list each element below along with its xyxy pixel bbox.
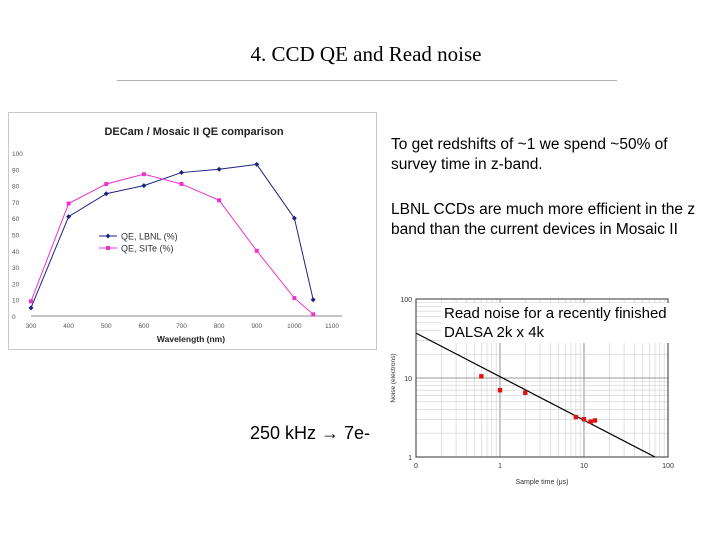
- noise-y-tick-label: 10: [404, 376, 412, 383]
- qe-x-tick-label: 600: [138, 323, 149, 330]
- noise-y-axis-label: Noise (electrons): [390, 353, 397, 402]
- qe-data-point: [254, 161, 260, 167]
- noise-data-point: [573, 414, 579, 420]
- qe-data-point: [217, 198, 222, 203]
- qe-x-tick-label: 700: [176, 323, 187, 330]
- noise-data-point: [581, 417, 587, 422]
- qe-x-tick-label: 500: [101, 323, 112, 330]
- legend-marker: [105, 233, 111, 239]
- qe-data-point: [254, 248, 259, 253]
- lbnl-efficiency-text: LBNL CCDs are much more efficient in the…: [391, 201, 696, 238]
- noise-y-tick-label: 100: [400, 297, 412, 304]
- qe-y-tick-label: 30: [12, 265, 20, 272]
- qe-data-point: [141, 172, 146, 177]
- qe-y-tick-label: 60: [12, 216, 20, 223]
- qe-data-point: [29, 299, 33, 304]
- qe-y-tick-label: 70: [12, 200, 20, 207]
- noise-data-point: [588, 419, 593, 424]
- qe-data-point: [141, 183, 147, 189]
- noise-data-point: [592, 418, 598, 423]
- noise-x-tick-label: 100: [662, 463, 674, 470]
- qe-chart: DECam / Mosaic II QE comparison 0 10 20 30 40…: [8, 112, 377, 350]
- redshift-text: To get redshifts of ~1 we spend ~50% of …: [391, 136, 668, 173]
- qe-chart-title: DECam / Mosaic II QE comparison: [104, 126, 283, 138]
- qe-chart-canvas: DECam / Mosaic II QE comparison 0 10 20 30 40…: [12, 126, 342, 344]
- qe-x-tick-label: 1000: [287, 323, 302, 330]
- qe-x-tick-label: 900: [251, 323, 262, 330]
- qe-data-point: [104, 181, 109, 186]
- qe-data-point: [216, 166, 222, 172]
- qe-x-tick-label: 300: [26, 323, 37, 330]
- read-noise-callout: Read noise for a recently finished DALSA…: [441, 303, 679, 343]
- noise-data-point: [523, 390, 528, 395]
- noise-y-tick-label: 1: [408, 455, 412, 462]
- qe-data-point: [292, 296, 297, 301]
- qe-y-tick-label: 90: [12, 167, 20, 174]
- qe-y-tick-label: 50: [12, 233, 20, 240]
- qe-data-point: [311, 312, 316, 317]
- title-divider: [117, 80, 617, 81]
- qe-y-tick-label: 40: [12, 249, 20, 256]
- qe-data-point: [179, 181, 184, 186]
- qe-data-point: [103, 191, 109, 197]
- qe-data-point: [310, 297, 316, 303]
- noise-x-axis-label: Sample time (μs): [515, 479, 568, 486]
- qe-x-tick-label: 400: [63, 323, 74, 330]
- noise-data-point: [479, 374, 484, 379]
- qe-x-tick-label: 800: [214, 323, 225, 330]
- qe-data-point: [179, 170, 184, 176]
- noise-fit-line: [415, 332, 656, 458]
- qe-data-point: [291, 215, 297, 221]
- legend-label: QE, LBNL (%): [121, 232, 178, 242]
- legend-marker: [106, 246, 110, 250]
- readout-rate-label: 250 kHz → 7e-: [250, 423, 371, 443]
- noise-x-tick-label: 1: [498, 463, 502, 470]
- qe-x-tick-label: 1100: [325, 323, 339, 330]
- qe-data-point: [66, 201, 71, 206]
- qe-y-tick-label: 10: [12, 298, 20, 305]
- qe-y-tick-label: 80: [12, 184, 20, 191]
- noise-x-tick-label: 10: [580, 463, 588, 470]
- qe-y-tick-label: 20: [12, 281, 20, 288]
- noise-plot-frame: [415, 298, 669, 458]
- legend-label: QE, SITe (%): [121, 244, 174, 254]
- qe-data-point: [28, 305, 34, 311]
- qe-y-tick-label: 0: [12, 314, 16, 321]
- qe-data-point: [66, 214, 72, 220]
- qe-x-axis-label: Wavelength (nm): [157, 334, 225, 344]
- slide-title: 4. CCD QE and Read noise: [250, 42, 482, 66]
- noise-data-point: [497, 388, 503, 393]
- qe-y-tick-label: 100: [12, 151, 23, 158]
- noise-x-tick-label: 0: [414, 463, 418, 470]
